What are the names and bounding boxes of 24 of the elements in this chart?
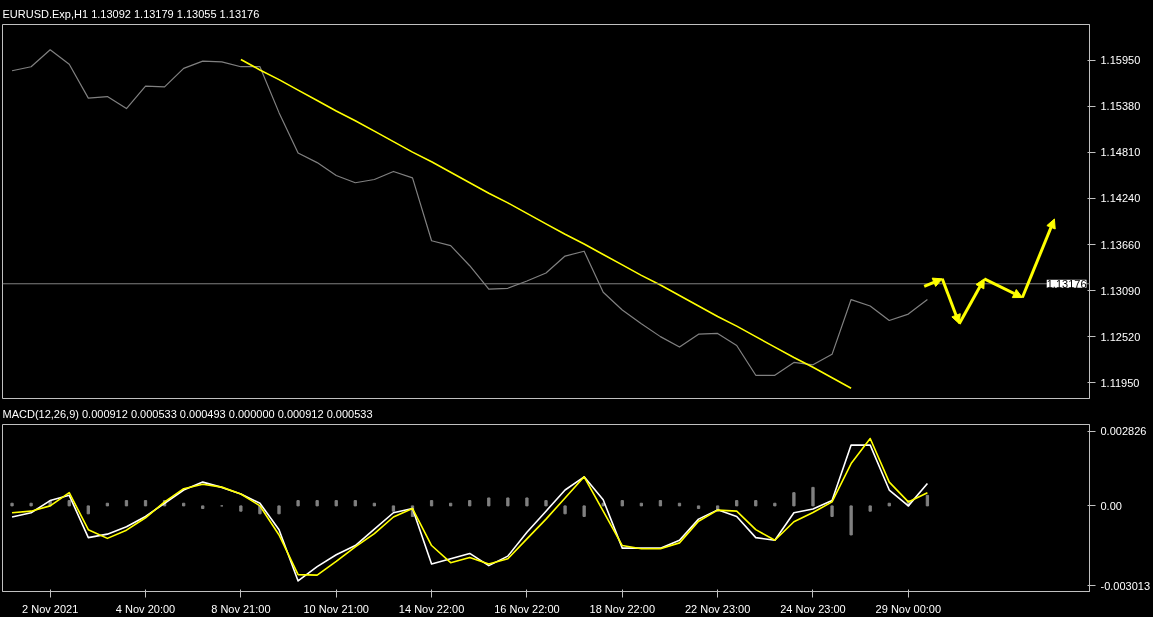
y-tick-label: 1.14240 [1100,192,1141,205]
x-tick-label: 18 Nov 22:00 [589,602,655,615]
y-tick-label: 1.14810 [1100,146,1141,159]
y-tick-label: 0.00 [1100,499,1122,512]
y-tick-label: 1.15380 [1100,100,1141,113]
chart-title: MACD(12,26,9) 0.000912 0.000533 0.000493 0.000000 0.000912 0.000533 [2,407,373,420]
ref-line-label: 1.13176 [1046,277,1087,290]
x-tick-label: 8 Nov 21:00 [211,602,271,615]
y-tick-label: -0.003013 [1100,579,1151,592]
y-tick-label: 1.15950 [1100,54,1141,67]
chart-title: EURUSD.Exp,H1 1.13092 1.13179 1.13055 1.13176 [2,7,260,20]
x-tick-label: 29 Nov 00:00 [875,602,942,615]
x-tick-label: 2 Nov 2021 [22,602,79,615]
x-tick-label: 4 Nov 20:00 [115,602,176,615]
x-tick-label: 10 Nov 21:00 [303,602,369,615]
y-tick-label: 1.13090 [1100,284,1141,297]
y-tick-label: 1.13660 [1100,238,1141,251]
y-tick-label: 1.12520 [1100,330,1141,343]
x-tick-label: 14 Nov 22:00 [398,602,465,615]
x-tick-label: 16 Nov 22:00 [494,602,560,615]
y-tick-label: 0.002826 [1100,425,1147,438]
x-tick-label: 24 Nov 23:00 [780,602,846,615]
x-tick-label: 22 Nov 23:00 [684,602,751,615]
y-tick-label: 1.11950 [1100,376,1140,389]
